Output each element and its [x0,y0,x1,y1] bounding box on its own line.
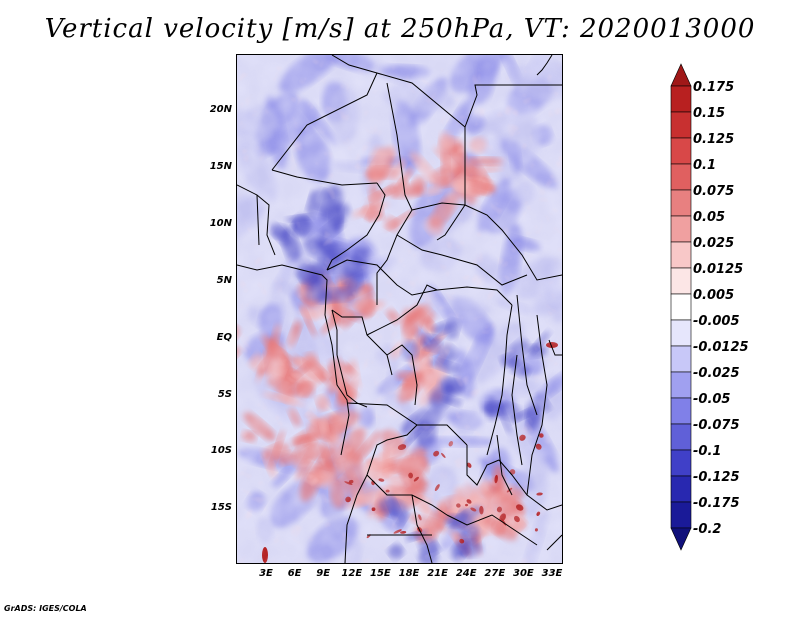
colorbar-swatch [670,63,692,87]
colorbar-swatch [670,449,692,477]
border-line [464,204,562,281]
lat-label-10n: 10N [209,218,232,229]
colorbar-level: 0.15 [693,106,726,121]
lat-label-20n: 20N [209,104,232,115]
border-line [346,402,468,446]
colorbar [670,63,692,551]
colorbar-level: -0.1 [693,444,722,459]
colorbar-swatch [670,397,692,425]
lat-label-eq: EQ [216,332,232,343]
figure-title: Vertical velocity [m/s] at 250hPa, VT: 2… [44,14,756,44]
colorbar-swatch [670,527,692,551]
border-line [256,194,260,246]
lon-label-6e: 6E [287,568,302,579]
colorbar-level: 0.0125 [693,262,744,277]
lat-label-10s: 10S [210,445,232,456]
colorbar-level: 0.025 [693,236,735,251]
border-line [411,202,466,211]
colorbar-swatch [670,241,692,269]
colorbar-level: -0.025 [693,366,740,381]
colorbar-level: 0.075 [693,184,735,199]
border-line [464,84,562,128]
border-line [386,344,418,406]
coastline [536,55,553,76]
colorbar-swatch [670,501,692,529]
lat-label-15n: 15N [209,161,232,172]
border-line [336,354,368,408]
credit-text: GrADS: IGES/COLA [4,604,87,613]
colorbar-swatch [670,475,692,503]
lon-label-24e: 24E [455,568,477,579]
lon-label-30e: 30E [513,568,534,579]
colorbar-swatch [670,163,692,191]
colorbar-level: 0.175 [693,80,735,95]
border-line [326,182,386,271]
border-line [548,339,562,356]
colorbar-swatch [670,137,692,165]
border-line [366,284,438,336]
colorbar-level: -0.0125 [693,340,749,355]
lat-label-5s: 5S [217,389,232,400]
map-panel [236,54,563,564]
vertical-velocity-map [237,55,562,563]
lon-label-21e: 21E [427,568,448,579]
colorbar-level: 0.05 [693,210,726,225]
colorbar-swatch [670,111,692,139]
colorbar-swatch [670,371,692,399]
colorbar-level: -0.005 [693,314,740,329]
lon-label-27e: 27E [484,568,506,579]
colorbar-swatch [670,293,692,321]
lat-label-5n: 5N [216,275,232,286]
colorbar-level: -0.125 [693,470,740,485]
border-line [396,234,528,286]
colorbar-level: -0.2 [693,522,722,537]
border-line [376,82,413,305]
border-line [486,304,513,456]
lon-label-15e: 15E [370,568,391,579]
colorbar-swatch [670,189,692,217]
lon-label-3e: 3E [259,568,273,579]
lon-label-9e: 9E [316,568,331,579]
border-line [496,434,513,496]
border-line [237,184,276,256]
border-line [446,514,538,546]
coastline [546,534,562,551]
colorbar-level: 0.1 [693,158,717,173]
colorbar-swatch [670,267,692,295]
colorbar-swatch [670,85,692,113]
border-line [271,72,378,171]
lon-label-33e: 33E [541,568,563,579]
colorbar-swatch [670,345,692,373]
field-texture-2 [237,55,562,563]
border-line [326,259,513,306]
colorbar-level: 0.005 [693,288,735,303]
border-line [466,445,500,486]
colorbar-level: -0.05 [693,392,731,407]
border-line [526,314,548,496]
lon-label-18e: 18E [398,568,420,579]
colorbar-swatch [670,319,692,347]
border-line [344,424,418,563]
border-line [436,127,466,241]
country-borders [237,55,562,563]
coastline [237,264,350,456]
border-line [271,169,378,186]
border-line [331,309,338,355]
colorbar-level: 0.125 [693,132,735,147]
lon-label-12e: 12E [341,568,363,579]
border-line [516,294,538,416]
colorbar-level: -0.075 [693,418,740,433]
border-line [511,354,523,466]
lat-label-15s: 15S [210,502,232,513]
colorbar-swatch [670,423,692,451]
colorbar-level: -0.175 [693,496,740,511]
colorbar-swatch [670,215,692,243]
